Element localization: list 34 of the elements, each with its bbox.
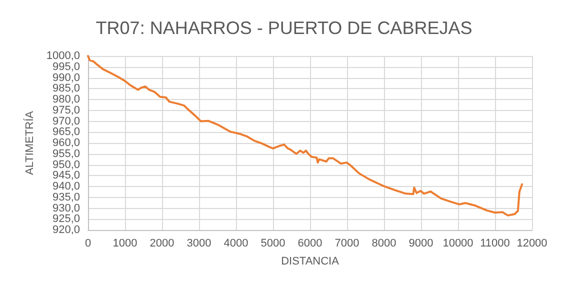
y-tick-label: 990,0 <box>52 72 80 84</box>
y-tick-label: 930,0 <box>52 202 80 214</box>
x-tick-label: 0 <box>84 238 92 250</box>
x-tick-label: 3000 <box>186 238 212 250</box>
x-axis-title: DISTANCIA <box>281 256 340 268</box>
chart-title: TR07: NAHARROS - PUERTO DE CABREJAS <box>96 18 472 38</box>
x-tick-label: 5000 <box>260 238 286 250</box>
line-series <box>87 55 524 216</box>
y-tick-label: 955,0 <box>52 148 80 160</box>
y-tick-label: 945,0 <box>52 170 80 182</box>
y-axis-title: ALTIMETRÍA <box>22 110 36 175</box>
y-tick-label: 1000,0 <box>46 50 80 62</box>
y-tick-label: 935,0 <box>52 191 80 204</box>
x-tick-label: 1000 <box>112 238 138 250</box>
x-tick-label: 7000 <box>334 238 360 250</box>
x-tick-label: 4000 <box>224 238 248 250</box>
y-tick-label: 975,0 <box>52 104 80 116</box>
y-tick-label: 995,0 <box>52 60 80 73</box>
y-tick-label: 920,0 <box>52 224 80 236</box>
y-tick-label: 960,0 <box>52 137 80 149</box>
x-tick-label: 11000 <box>480 238 510 250</box>
y-tick-label: 980,0 <box>52 94 80 106</box>
y-tick-label: 970,0 <box>52 115 80 128</box>
y-tick-label: 925,0 <box>52 213 80 226</box>
x-tick-label: 10000 <box>442 238 474 250</box>
x-tick-label: 2000 <box>150 238 174 250</box>
x-tick-label: 9000 <box>408 238 434 250</box>
y-tick-label: 985,0 <box>52 82 80 95</box>
x-tick-label: 12000 <box>516 238 548 250</box>
y-tick-label: 965,0 <box>52 126 80 138</box>
y-tick-label: 940,0 <box>52 180 80 192</box>
y-tick-label: 950,0 <box>52 158 80 171</box>
x-tick-label: 6000 <box>298 238 322 250</box>
x-tick-label: 8000 <box>372 238 396 250</box>
